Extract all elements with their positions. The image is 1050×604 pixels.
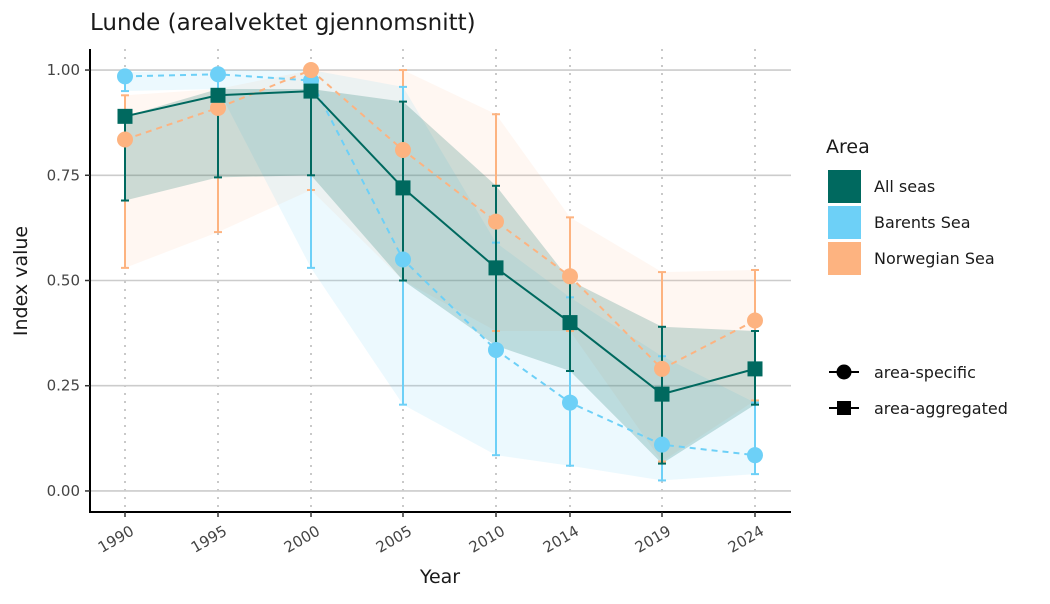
point-all-seas-2000 — [303, 83, 319, 99]
y-tick-label-1: 0.25 — [47, 377, 80, 395]
x-tick-label-2014: 2014 — [540, 522, 582, 557]
point-norwegian-sea-2005 — [395, 142, 411, 159]
point-barents-sea-1995 — [210, 66, 226, 83]
point-norwegian-sea-2024 — [747, 312, 763, 329]
point-barents-sea-1990 — [117, 68, 133, 85]
point-norwegian-sea-1990 — [117, 131, 133, 148]
point-all-seas-2005 — [395, 180, 411, 196]
point-norwegian-sea-2000 — [303, 62, 319, 79]
point-all-seas-1990 — [117, 108, 133, 124]
point-all-seas-2014 — [562, 315, 578, 331]
x-tick-label-2010: 2010 — [466, 522, 508, 557]
point-all-seas-2010 — [488, 260, 504, 276]
series-line-norwegian-sea — [124, 68, 756, 371]
legend-label-barents-sea: Barents Sea — [874, 213, 971, 232]
y-tick-label-3: 0.75 — [47, 166, 80, 184]
legend-swatch-barents-sea — [828, 206, 861, 239]
x-tick-label-2005: 2005 — [373, 522, 415, 557]
ribbon-norwegian-sea — [125, 70, 755, 462]
y-tick-label-0: 0.00 — [47, 482, 80, 500]
ribbon-barents-sea — [125, 70, 755, 481]
point-barents-sea-2010 — [488, 341, 504, 358]
x-axis-label: Year — [419, 566, 460, 588]
y-tick-label-4: 1.00 — [47, 61, 80, 79]
x-tick-label-1990: 1990 — [95, 522, 137, 557]
point-barents-sea-2019 — [654, 436, 670, 453]
legend-label-area-aggregated: area-aggregated — [874, 399, 1008, 418]
point-barents-sea-2005 — [395, 251, 411, 268]
legend-shape-marker-area-specific — [836, 364, 852, 380]
legend-area-title: Area — [826, 136, 870, 158]
y-axis-label: Index value — [10, 226, 32, 336]
legend: All seas Barents Sea Norwegian Sea area-spe… — [828, 170, 1008, 418]
series-line-all-seas — [124, 90, 756, 396]
point-barents-sea-2014 — [562, 394, 578, 411]
y-tick-label-2: 0.50 — [47, 272, 80, 290]
x-tick-label-2000: 2000 — [281, 522, 323, 557]
series-line-barents-sea — [124, 73, 756, 457]
point-all-seas-2024 — [747, 361, 763, 377]
point-barents-sea-2024 — [747, 447, 763, 464]
legend-swatch-all-seas — [828, 170, 861, 203]
point-all-seas-1995 — [210, 87, 226, 103]
x-tick-label-1995: 1995 — [188, 522, 230, 557]
legend-shape-marker-area-aggregated — [837, 401, 851, 415]
x-tick-label-2019: 2019 — [632, 522, 674, 557]
legend-swatch-norwegian-sea — [828, 242, 861, 275]
point-norwegian-sea-2010 — [488, 213, 504, 230]
point-norwegian-sea-2014 — [562, 268, 578, 285]
legend-label-norwegian-sea: Norwegian Sea — [874, 249, 995, 268]
chart-title: Lunde (arealvektet gjennomsnitt) — [90, 10, 476, 36]
legend-label-area-specific: area-specific — [874, 363, 976, 382]
point-all-seas-2019 — [654, 386, 670, 402]
legend-label-all-seas: All seas — [874, 177, 935, 196]
ribbon-all-seas — [125, 88, 755, 464]
point-norwegian-sea-1995 — [210, 99, 226, 116]
point-norwegian-sea-2019 — [654, 360, 670, 377]
plot-area: 0.00 0.25 0.50 0.75 1.00 1990 1995 2000 2005 2010… — [47, 49, 791, 557]
x-tick-label-2024: 2024 — [725, 522, 767, 557]
